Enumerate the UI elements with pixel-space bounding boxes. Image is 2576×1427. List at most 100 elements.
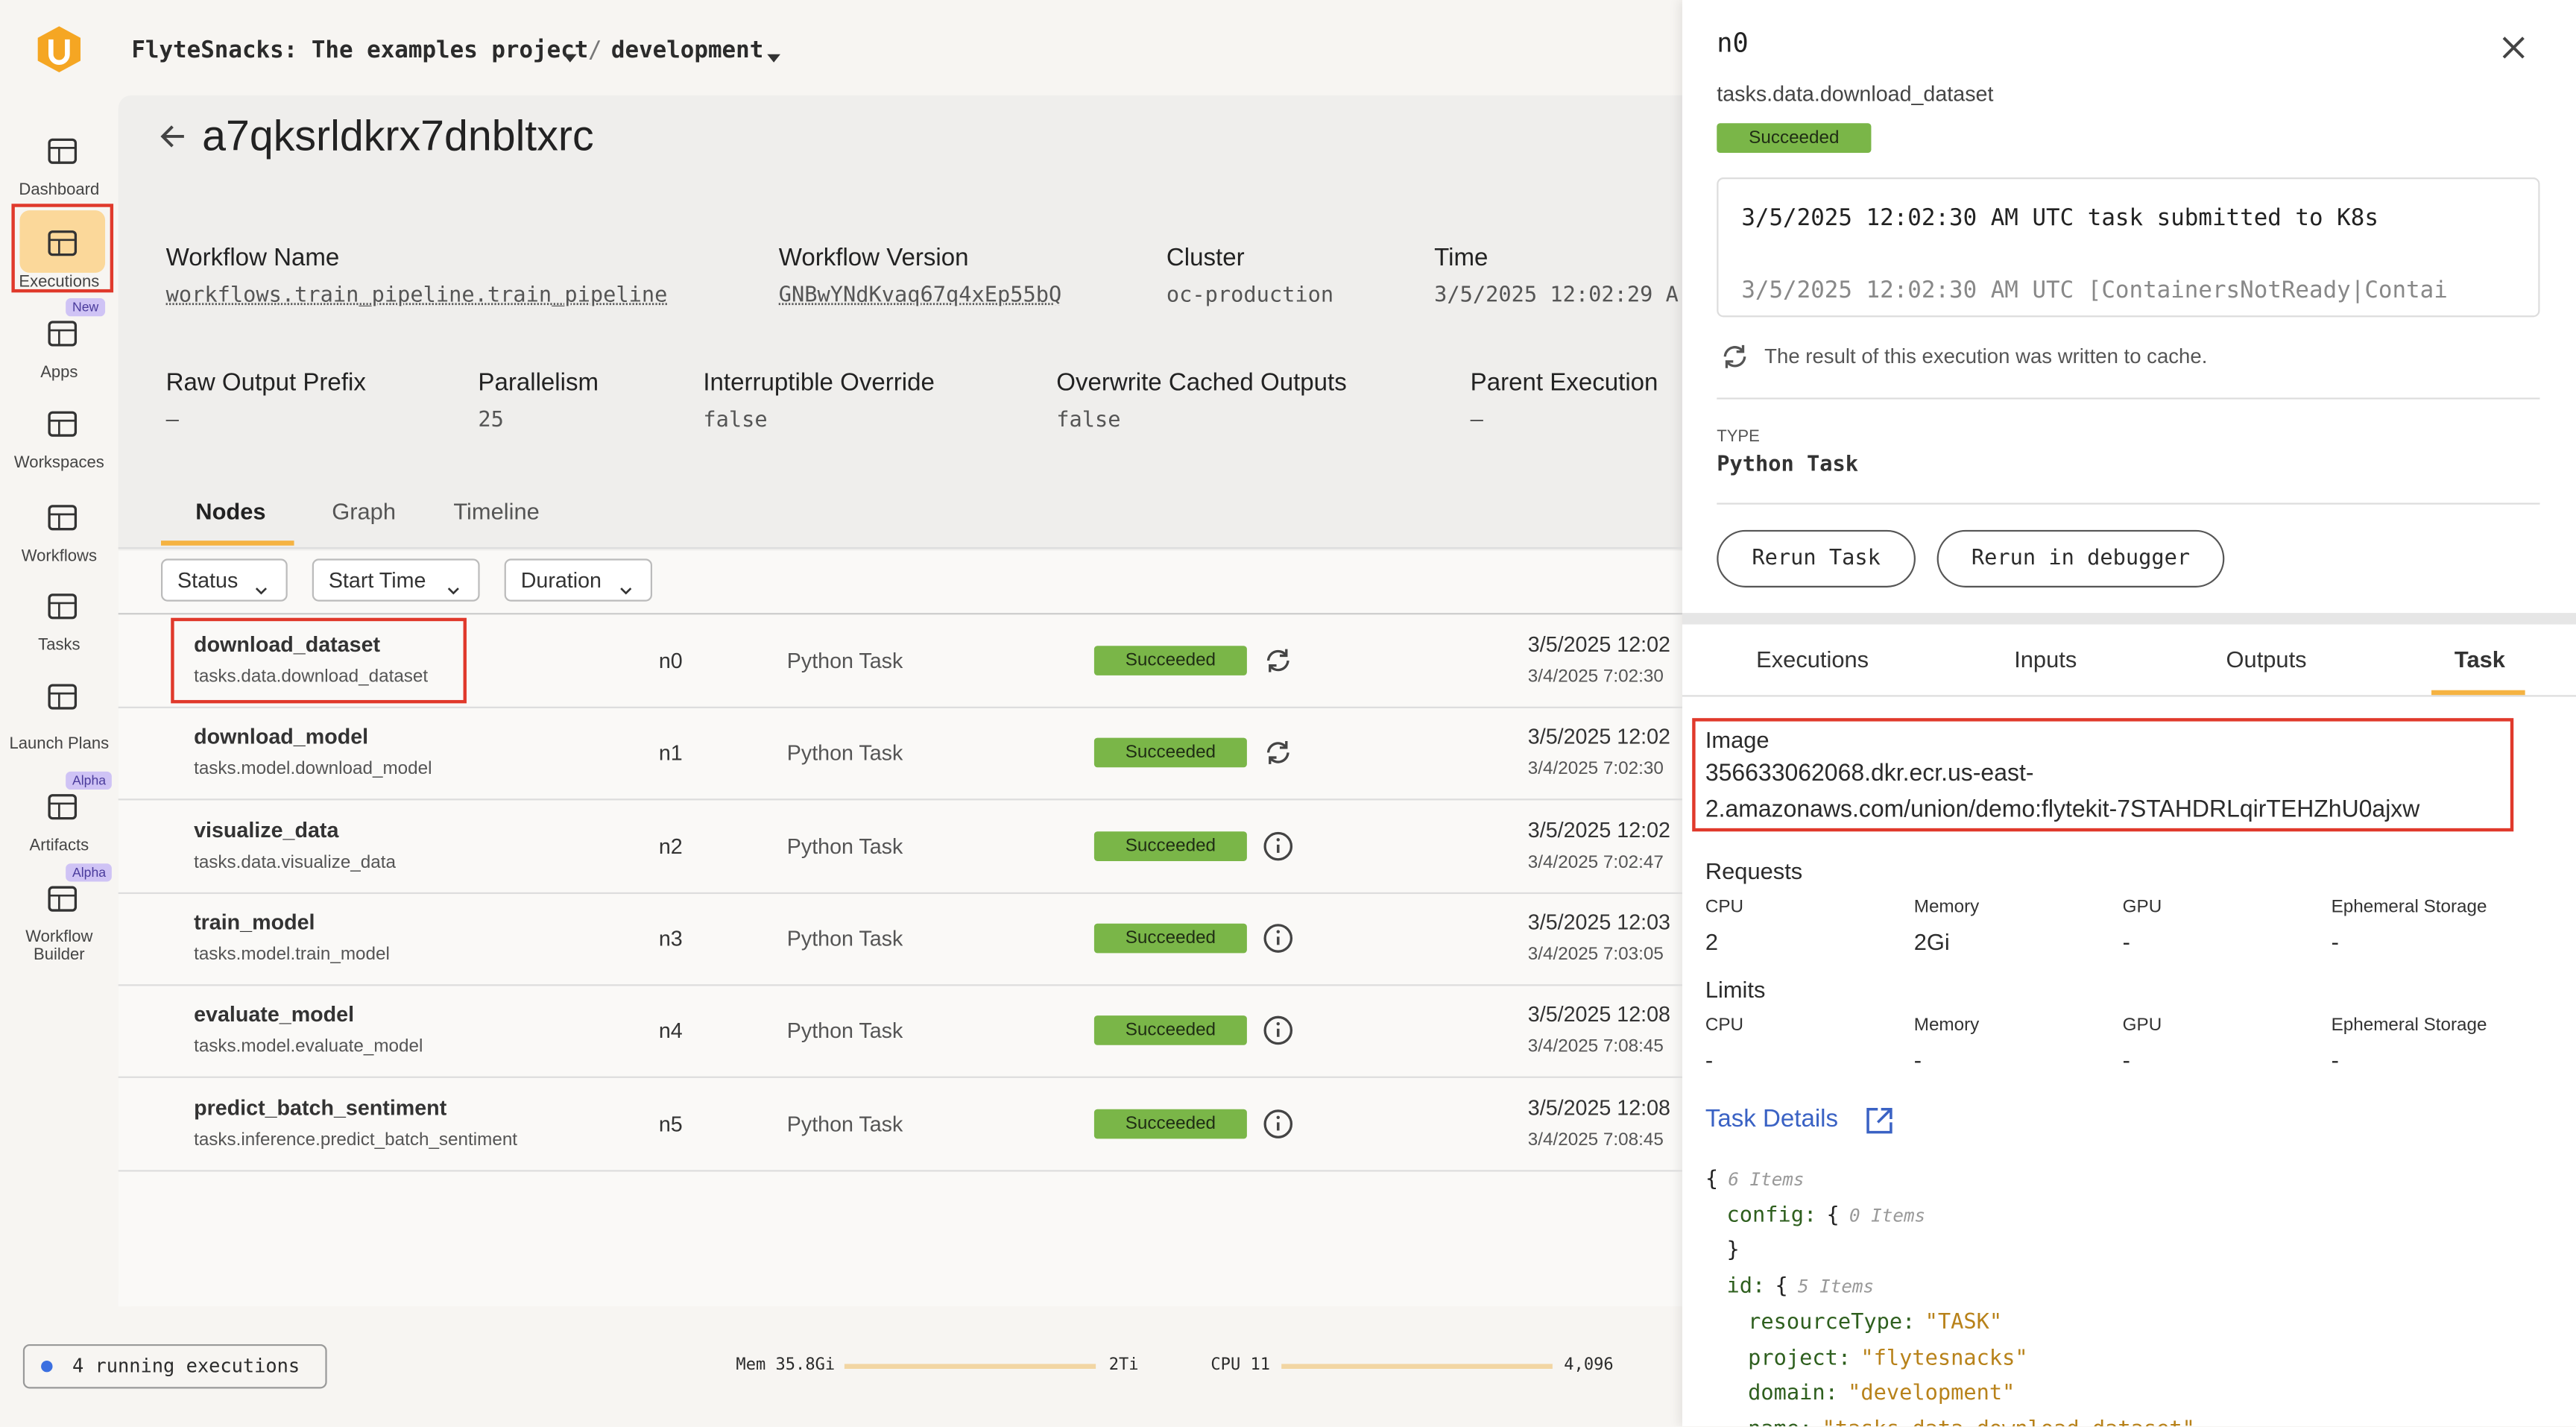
panel-tab[interactable]: Executions (1756, 646, 1869, 672)
node-local-time: 3/4/2025 7:08:45 (1528, 1130, 1664, 1149)
resource-label: Ephemeral Storage (2332, 1015, 2487, 1035)
tab[interactable]: Graph (332, 498, 396, 524)
json-hint[interactable]: 5 Items (1798, 1276, 1874, 1298)
nav-label[interactable]: Launch Plans (7, 735, 112, 753)
resource-label: GPU (2123, 897, 2162, 916)
cache-icon[interactable] (1262, 644, 1295, 677)
node-task: tasks.model.download_model (194, 760, 432, 779)
nav-icon[interactable] (46, 227, 79, 259)
nav-icon[interactable] (46, 680, 79, 713)
field-value: false (1056, 409, 1120, 433)
project-selector[interactable]: FlyteSnacks: The examples project (131, 38, 588, 64)
json-hint[interactable]: 0 Items (1849, 1205, 1925, 1226)
field-label: Workflow Name (166, 244, 340, 271)
divider (1717, 503, 2539, 504)
nav-label[interactable]: Workflows (7, 548, 112, 566)
cache-icon[interactable] (1262, 737, 1295, 769)
field-value: – (1471, 409, 1483, 433)
nav-label[interactable]: Apps (7, 364, 112, 382)
cache-icon (1718, 340, 1751, 373)
resource-label: CPU (1705, 897, 1743, 916)
dropdown-caret (765, 45, 782, 58)
json-line: resourceType: "TASK" (1748, 1310, 2002, 1335)
field-label: Interruptible Override (703, 369, 935, 397)
task-details-link[interactable]: Task Details (1705, 1105, 1838, 1133)
panel-tab[interactable]: Task (2455, 646, 2505, 672)
info-icon[interactable] (1262, 829, 1295, 862)
node-start-time: 3/5/2025 12:08 (1528, 1002, 1670, 1027)
json-text: { (1826, 1203, 1839, 1228)
action-button[interactable]: Rerun Task (1717, 530, 1916, 588)
json-value: "TASK" (1925, 1310, 2003, 1335)
back-arrow[interactable] (158, 122, 188, 151)
status-badge: Succeeded (1094, 923, 1247, 953)
node-name[interactable]: download_model (194, 725, 368, 749)
tab[interactable]: Timeline (453, 498, 539, 524)
node-id: n2 (659, 834, 683, 858)
nav-label[interactable]: Workflow Builder (7, 928, 112, 964)
json-key: config: (1726, 1203, 1816, 1228)
external-link-icon[interactable] (1863, 1104, 1895, 1137)
resource-label: GPU (2123, 1015, 2162, 1035)
panel-tab[interactable]: Outputs (2226, 646, 2307, 672)
nav-label[interactable]: Workspaces (7, 454, 112, 472)
running-executions: 4 running executions (72, 1354, 300, 1377)
row-border (119, 707, 1682, 708)
resource-label: Memory (1914, 1015, 1980, 1035)
nav-icon[interactable] (46, 135, 79, 168)
node-name[interactable]: train_model (194, 910, 315, 934)
panel-subtitle: tasks.data.download_dataset (1717, 81, 1993, 106)
nav-badge: New (66, 298, 105, 316)
divider (1717, 397, 2539, 399)
nav-icon[interactable] (46, 790, 79, 823)
tab[interactable]: Nodes (195, 498, 265, 524)
nav-label[interactable]: Executions (7, 274, 112, 292)
nav-icon[interactable] (46, 317, 79, 350)
filter-label: Duration (521, 568, 602, 593)
field-value[interactable]: GNBwYNdKvaq67q4xEp55bQ (779, 283, 1062, 308)
nav-label[interactable]: Tasks (7, 637, 112, 655)
nav-icon[interactable] (46, 883, 79, 916)
node-name[interactable]: predict_batch_sentiment (194, 1094, 446, 1119)
tab-border (1682, 695, 2576, 696)
close-button[interactable] (2498, 33, 2528, 63)
info-icon[interactable] (1262, 922, 1295, 954)
json-key: name: (1748, 1417, 1812, 1426)
row-border (119, 1077, 1682, 1078)
resource-value: - (1914, 1047, 1922, 1073)
execution-title: a7qksrldkrx7dnbltxrc (202, 111, 594, 162)
field-label: Parent Execution (1471, 369, 1658, 397)
action-button[interactable]: Rerun in debugger (1937, 530, 2225, 588)
json-hint[interactable]: 6 Items (1728, 1169, 1804, 1191)
json-key: resourceType: (1748, 1310, 1915, 1335)
field-value[interactable]: workflows.train_pipeline.train_pipeline (166, 283, 668, 308)
nav-icon[interactable] (46, 501, 79, 534)
json-line: } (1726, 1239, 1739, 1264)
nav-icon[interactable] (46, 408, 79, 441)
node-type: Python Task (787, 834, 903, 858)
row-border (119, 984, 1682, 986)
node-task: tasks.model.evaluate_model (194, 1037, 423, 1056)
table-border (119, 613, 1682, 614)
node-id: n4 (659, 1018, 683, 1043)
info-icon[interactable] (1262, 1014, 1295, 1047)
status-badge: Succeeded (1717, 123, 1871, 153)
panel-tab[interactable]: Inputs (2014, 646, 2077, 672)
nav-icon[interactable] (46, 590, 79, 623)
node-name[interactable]: visualize_data (194, 817, 338, 842)
domain-selector[interactable]: development (611, 38, 763, 64)
node-name[interactable]: evaluate_model (194, 1002, 354, 1027)
json-line: {6 Items (1705, 1168, 1805, 1192)
section-separator (1682, 613, 2576, 624)
field-value: 3/5/2025 12:02:29 A (1434, 283, 1681, 308)
field-value: – (166, 409, 179, 433)
node-task: tasks.inference.predict_batch_sentiment (194, 1130, 517, 1149)
node-name[interactable]: download_dataset (194, 631, 380, 656)
status-badge: Succeeded (1094, 646, 1247, 675)
nav-label[interactable]: Artifacts (7, 837, 112, 855)
info-icon[interactable] (1262, 1106, 1295, 1139)
status-badge: Succeeded (1094, 738, 1247, 768)
row-border (119, 1169, 1682, 1171)
cpu-bar (1281, 1364, 1553, 1369)
nav-label[interactable]: Dashboard (7, 182, 112, 200)
